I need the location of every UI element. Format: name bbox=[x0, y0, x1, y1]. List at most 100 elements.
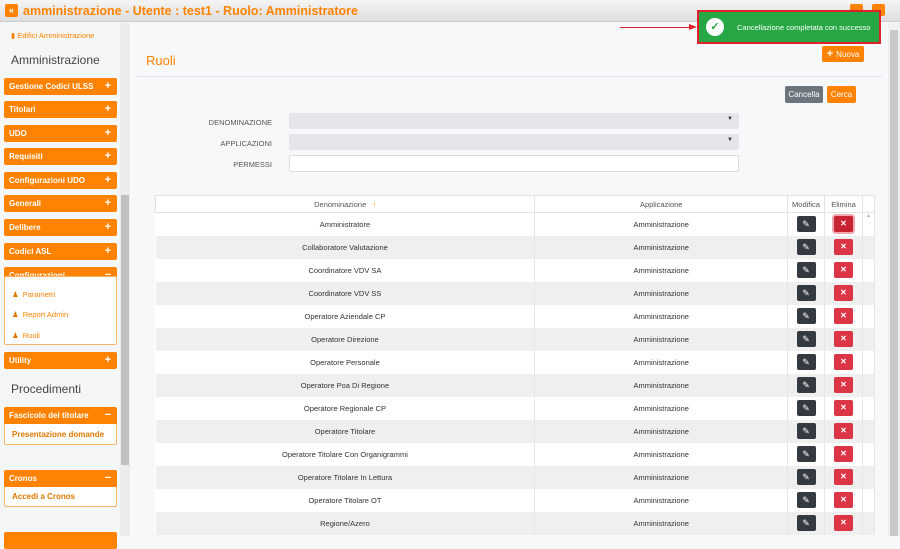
header-label: Denominazione bbox=[314, 199, 367, 209]
table-row: Operatore Regionale CP Amministrazione ✎… bbox=[155, 396, 876, 420]
cell-scroll bbox=[862, 327, 876, 351]
close-icon: ✕ bbox=[840, 518, 847, 527]
edit-button[interactable]: ✎ bbox=[796, 239, 816, 255]
delete-button[interactable]: ✕ bbox=[834, 446, 853, 462]
menu-label: Delibere bbox=[9, 223, 41, 232]
edit-button[interactable]: ✎ bbox=[796, 492, 816, 508]
close-icon: ✕ bbox=[840, 311, 847, 320]
edit-button[interactable]: ✎ bbox=[796, 469, 816, 485]
edit-button[interactable]: ✎ bbox=[796, 331, 816, 347]
menu-fascicolo[interactable]: Fascicolo del titolare − bbox=[4, 407, 117, 424]
sidebar-scroll-thumb[interactable] bbox=[121, 195, 129, 465]
clear-button[interactable]: Cancella bbox=[785, 86, 823, 103]
cell-elimina: ✕ bbox=[824, 281, 863, 305]
delete-button[interactable]: ✕ bbox=[834, 423, 853, 439]
edit-button[interactable]: ✎ bbox=[796, 400, 816, 416]
menu-label: Titolari bbox=[9, 105, 36, 114]
new-button[interactable]: + Nuova bbox=[822, 46, 864, 62]
close-icon: ✕ bbox=[840, 219, 847, 229]
edit-icon: ✎ bbox=[802, 449, 810, 459]
edit-button[interactable]: ✎ bbox=[796, 515, 816, 531]
edit-button[interactable]: ✎ bbox=[796, 216, 816, 233]
submenu-parametri[interactable]: ♟ Parametri bbox=[12, 290, 55, 299]
edit-button[interactable]: ✎ bbox=[796, 262, 816, 278]
menu-gestione-codici-ulss[interactable]: Gestione Codici ULSS + bbox=[4, 78, 117, 95]
user-edit-icon: ♟ bbox=[12, 331, 19, 340]
edit-button[interactable]: ✎ bbox=[796, 354, 816, 370]
collapse-menu-button[interactable]: « bbox=[5, 4, 18, 17]
plus-icon: + bbox=[826, 48, 837, 60]
menu-delibere[interactable]: Delibere + bbox=[4, 219, 117, 236]
submenu-presentazione-domande[interactable]: Presentazione domande bbox=[12, 430, 105, 439]
denominazione-select[interactable]: ▼ bbox=[289, 113, 739, 129]
table-row: Operatore Poa Di Regione Amministrazione… bbox=[155, 373, 876, 397]
menu-label: Fascicolo del titolare bbox=[9, 411, 89, 420]
permessi-input[interactable] bbox=[289, 155, 739, 172]
cell-applicazione: Amministrazione bbox=[534, 419, 789, 443]
table-row: Collaboratore Valutazione Amministrazion… bbox=[155, 235, 876, 259]
delete-button[interactable]: ✕ bbox=[834, 469, 853, 485]
menu-generali[interactable]: Generali + bbox=[4, 195, 117, 212]
edit-button[interactable]: ✎ bbox=[796, 423, 816, 439]
delete-button[interactable]: ✕ bbox=[834, 515, 853, 531]
close-icon: ✕ bbox=[840, 334, 847, 343]
cell-scroll bbox=[862, 258, 876, 282]
delete-button[interactable]: ✕ bbox=[834, 377, 853, 393]
delete-button[interactable]: ✕ bbox=[834, 285, 853, 301]
edit-button[interactable]: ✎ bbox=[796, 377, 816, 393]
plus-icon: + bbox=[104, 80, 111, 92]
user-edit-icon: ♟ bbox=[12, 290, 19, 299]
delete-button[interactable]: ✕ bbox=[834, 308, 853, 324]
applicazioni-select[interactable]: ▼ bbox=[289, 134, 739, 150]
edit-button[interactable]: ✎ bbox=[796, 308, 816, 324]
col-elimina: Elimina bbox=[824, 195, 863, 213]
cell-modifica: ✎ bbox=[787, 465, 826, 489]
delete-button[interactable]: ✕ bbox=[834, 216, 853, 233]
search-button[interactable]: Cerca bbox=[827, 86, 856, 103]
cell-modifica: ✎ bbox=[787, 511, 826, 535]
menu-label: Utility bbox=[9, 356, 32, 365]
delete-button[interactable]: ✕ bbox=[834, 400, 853, 416]
delete-button[interactable]: ✕ bbox=[834, 492, 853, 508]
delete-button[interactable]: ✕ bbox=[834, 262, 853, 278]
submenu-accedi-cronos[interactable]: Accedi a Cronos bbox=[12, 492, 76, 501]
delete-button[interactable]: ✕ bbox=[834, 354, 853, 370]
submenu-ruoli[interactable]: ♟ Ruoli bbox=[12, 331, 40, 340]
edit-icon: ✎ bbox=[802, 311, 810, 321]
edit-button[interactable]: ✎ bbox=[796, 446, 816, 462]
cell-elimina: ✕ bbox=[824, 488, 863, 512]
table-row: Operatore Personale Amministrazione ✎ ✕ bbox=[155, 350, 876, 374]
edit-icon: ✎ bbox=[802, 495, 810, 505]
annotation-arrow bbox=[620, 27, 692, 28]
delete-button[interactable]: ✕ bbox=[834, 239, 853, 255]
col-denominazione[interactable]: Denominazione ↑ bbox=[154, 195, 536, 213]
edit-icon: ✎ bbox=[802, 334, 810, 344]
edit-icon: ✎ bbox=[802, 426, 810, 436]
menu-utility[interactable]: Utility + bbox=[4, 352, 117, 369]
submenu-report-admin[interactable]: ♟ Report Admin bbox=[12, 310, 68, 319]
configurazioni-submenu bbox=[4, 276, 117, 345]
menu-more[interactable] bbox=[4, 532, 117, 549]
menu-codici-asl[interactable]: Codici ASL + bbox=[4, 243, 117, 260]
menu-requisiti[interactable]: Requisiti + bbox=[4, 148, 117, 165]
col-modifica: Modifica bbox=[787, 195, 826, 213]
menu-cronos[interactable]: Cronos − bbox=[4, 470, 117, 487]
cell-denominazione: Coordinatore VDV SS bbox=[155, 281, 536, 305]
main-scroll-thumb[interactable] bbox=[890, 30, 898, 536]
plus-icon: + bbox=[104, 127, 111, 139]
success-toast[interactable]: ✓ Cancellazione completata con successo bbox=[697, 10, 881, 44]
menu-titolari[interactable]: Titolari + bbox=[4, 101, 117, 118]
col-applicazione[interactable]: Applicazione bbox=[534, 195, 789, 213]
close-icon: ✕ bbox=[840, 357, 847, 366]
cell-elimina: ✕ bbox=[824, 396, 863, 420]
table-row: Amministratore Amministrazione ✎ ✕ ▲ bbox=[155, 212, 876, 236]
edifici-link[interactable]: ▮ Edifici Amministrazione bbox=[11, 31, 94, 40]
minus-icon: − bbox=[104, 269, 111, 281]
minus-icon: − bbox=[104, 409, 111, 421]
delete-button[interactable]: ✕ bbox=[834, 331, 853, 347]
cell-denominazione: Operatore Personale bbox=[155, 350, 536, 374]
cell-elimina: ✕ bbox=[824, 511, 863, 535]
edit-button[interactable]: ✎ bbox=[796, 285, 816, 301]
menu-configurazioni-udo[interactable]: Configurazioni UDO + bbox=[4, 172, 117, 189]
menu-udo[interactable]: UDO + bbox=[4, 125, 117, 142]
